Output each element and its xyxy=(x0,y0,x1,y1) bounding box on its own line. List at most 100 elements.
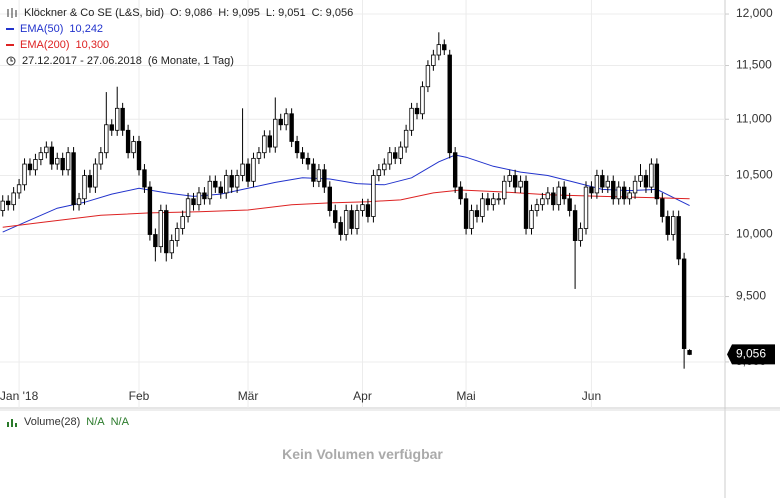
candle-body xyxy=(218,186,223,194)
candle-body xyxy=(60,157,65,171)
candle-body xyxy=(125,129,131,154)
candle-body xyxy=(93,163,98,188)
candle-body xyxy=(572,210,578,241)
candle-body xyxy=(627,192,632,200)
candle-body xyxy=(616,186,621,200)
no-volume-message: Kein Volumen verfügbar xyxy=(282,446,443,462)
candle-body xyxy=(354,210,360,229)
series-legend: EMA(50) 10,242 EMA(200) 10,300 xyxy=(6,21,353,53)
candle-body xyxy=(262,135,267,154)
candle-body xyxy=(545,192,551,200)
candle-body xyxy=(431,54,436,66)
candle-body xyxy=(567,198,572,211)
candle-body xyxy=(474,210,480,217)
x-tick-label: Jun xyxy=(582,389,601,403)
candle-body xyxy=(27,163,33,171)
x-tick-label: Mär xyxy=(238,389,259,403)
candle-body xyxy=(98,152,104,165)
candle-body xyxy=(376,169,382,176)
volume-legend: Volume(28) N/A N/A xyxy=(6,416,129,428)
candle-body xyxy=(649,163,654,188)
candle-body xyxy=(114,107,120,131)
y-tick-label: 11,500 xyxy=(736,58,772,72)
y-tick-label: 11,000 xyxy=(736,111,772,125)
candle-body xyxy=(398,146,403,159)
quote-value: 9,051 xyxy=(278,7,306,19)
candle-body xyxy=(44,146,49,154)
quote-name: C: xyxy=(311,7,323,19)
candle-body xyxy=(611,180,616,200)
candle-body xyxy=(621,186,627,200)
candle-body xyxy=(523,180,529,229)
candle-body xyxy=(11,192,16,206)
quote-item: O: 9,086 xyxy=(170,5,212,21)
quote-value: 9,095 xyxy=(232,7,260,19)
candle-body xyxy=(224,175,229,194)
candle-body xyxy=(289,113,294,142)
x-tick-label: Jan '18 xyxy=(0,389,39,403)
candle-body xyxy=(436,44,442,56)
candle-body xyxy=(561,186,567,200)
candle-body xyxy=(305,157,311,165)
candle-body xyxy=(142,169,147,188)
candle-body xyxy=(665,216,670,235)
candle-body xyxy=(278,118,283,126)
legend-swatch xyxy=(6,28,14,30)
legend-name: EMA(50) xyxy=(20,23,64,35)
candle-body xyxy=(71,152,76,206)
candle-body xyxy=(185,198,191,217)
volume-name: Volume(28) xyxy=(24,416,81,428)
candle-body xyxy=(600,175,605,188)
clock-icon xyxy=(6,56,16,66)
candle-body xyxy=(207,180,213,200)
candle-body xyxy=(234,175,240,188)
volume-icon xyxy=(7,419,17,427)
candle-body xyxy=(82,175,87,200)
candle-body xyxy=(420,86,425,115)
candle-body xyxy=(294,141,300,154)
candle-body xyxy=(5,200,11,206)
quote-value: 9,086 xyxy=(184,7,213,19)
candle-body xyxy=(365,204,371,217)
x-tick-label: Feb xyxy=(129,389,150,403)
candle-body xyxy=(654,163,660,200)
candle-body xyxy=(213,180,218,188)
candle-body xyxy=(120,107,125,131)
y-tick-label: 9,500 xyxy=(736,289,766,303)
candle-body xyxy=(131,141,136,154)
candle-body xyxy=(196,192,202,206)
candle-body xyxy=(360,204,365,211)
candle-body xyxy=(22,163,27,186)
candle-body xyxy=(496,198,501,201)
candle-body xyxy=(158,210,164,248)
candle-body xyxy=(578,228,583,241)
candle-body xyxy=(174,228,180,241)
quote-item: L: 9,051 xyxy=(266,5,306,21)
candle-body xyxy=(153,234,158,248)
volume-status: N/A xyxy=(110,416,129,428)
candle-body xyxy=(136,141,142,171)
candle-body xyxy=(556,186,561,206)
y-tick-label: 12,000 xyxy=(736,6,773,20)
candle-body xyxy=(681,258,687,349)
candle-body xyxy=(76,198,82,206)
candle-body xyxy=(333,210,338,223)
candle-body xyxy=(485,198,491,206)
candle-body xyxy=(529,210,534,229)
candle-body xyxy=(180,216,185,229)
candle-body xyxy=(583,186,589,229)
volume-status: N/A xyxy=(86,416,105,428)
candle-body xyxy=(534,204,540,211)
y-tick-label: 10,000 xyxy=(736,227,773,241)
candle-body xyxy=(256,152,262,159)
title-row: Klöckner & Co SE (L&S, bid) O: 9,086 H: 9… xyxy=(6,5,353,21)
candle-body xyxy=(251,157,256,182)
candle-body xyxy=(16,184,22,194)
candle-body xyxy=(643,175,649,188)
candle-body xyxy=(491,198,496,206)
period: (6 Monate, 1 Tag) xyxy=(147,55,234,67)
candle-body xyxy=(676,216,681,260)
candle-body xyxy=(540,198,545,206)
candle-body xyxy=(463,198,469,229)
